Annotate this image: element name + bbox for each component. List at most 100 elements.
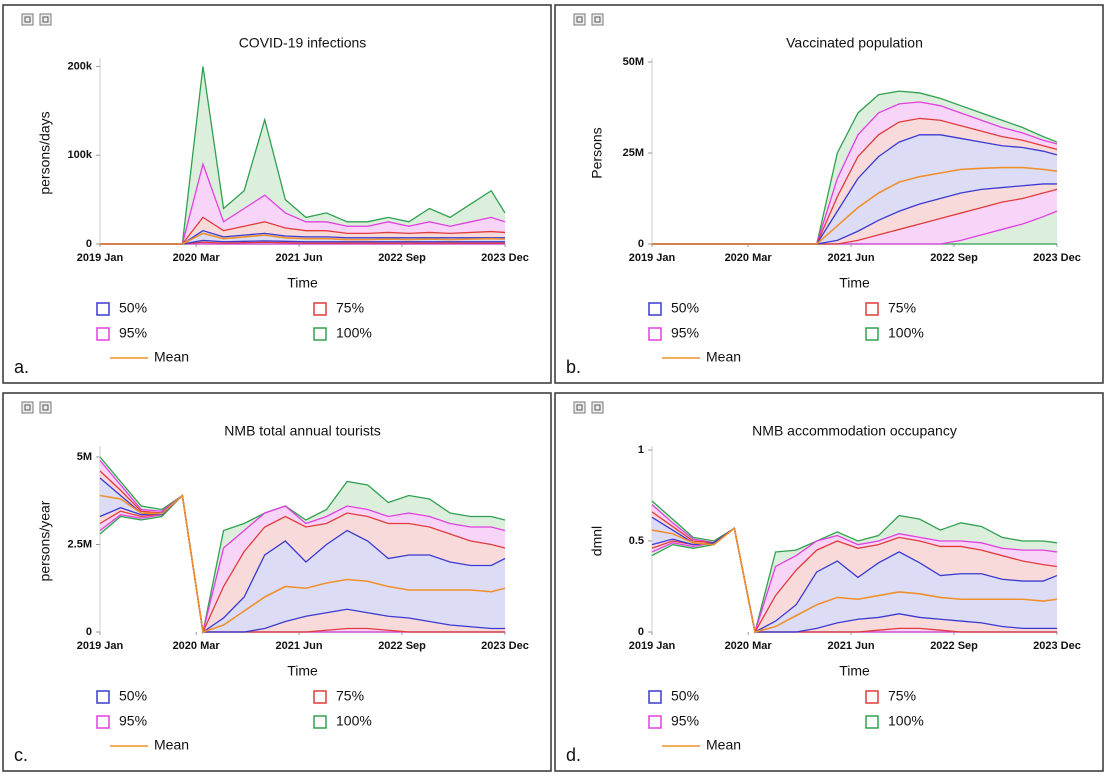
legend-label: 100% — [888, 713, 924, 729]
legend-item: 100% — [313, 325, 372, 341]
legend-label: Mean — [706, 349, 741, 365]
legend-label: Mean — [154, 349, 189, 365]
y-tick-label: 2.5M — [68, 538, 92, 550]
legend-label: 50% — [671, 688, 699, 704]
legend-label: 75% — [336, 688, 364, 704]
x-tick-label: 2020 Mar — [725, 640, 773, 652]
legend-item: Mean — [662, 349, 741, 365]
y-tick-label: 0 — [638, 626, 644, 638]
y-tick-label: 50M — [623, 56, 644, 68]
legend-label: 100% — [336, 713, 372, 729]
legend-item: 50% — [648, 688, 699, 704]
y-tick-label: 25M — [623, 147, 644, 159]
chart-panel: NMB total annual tourists Time persons/yea… — [2, 392, 552, 772]
legend-label: Mean — [154, 737, 189, 753]
band-edge — [99, 460, 506, 633]
mean-line — [652, 166, 1058, 245]
legend-item: 100% — [865, 713, 924, 729]
expand-icon — [21, 13, 34, 26]
band-edge — [651, 500, 1058, 633]
x-axis-title: Time — [287, 275, 318, 291]
x-tick-label: 2023 Dec — [1033, 252, 1081, 264]
y-tick-label: 0 — [638, 238, 644, 250]
panel-label: d. — [566, 745, 581, 765]
y-tick-label: 200k — [68, 60, 93, 72]
legend-label: Mean — [706, 737, 741, 753]
legend-swatch — [96, 302, 110, 316]
legend-item: Mean — [110, 737, 189, 753]
x-tick-label: 2022 Sep — [378, 640, 426, 652]
x-axis-title: Time — [839, 275, 870, 291]
y-tick-label: 0 — [86, 238, 92, 250]
expand-icon — [573, 13, 586, 26]
legend-swatch — [865, 690, 879, 704]
y-tick-label: 100k — [68, 149, 93, 161]
legend-item: 95% — [96, 325, 147, 341]
x-tick-label: 2023 Dec — [481, 252, 529, 264]
chart-title: NMB total annual tourists — [224, 423, 380, 439]
icon-glyph — [42, 404, 49, 411]
band-area — [652, 517, 1057, 632]
x-tick-label: 2023 Dec — [481, 640, 529, 652]
legend-swatch — [648, 302, 662, 316]
legend-item: 75% — [313, 688, 364, 704]
legend-label: 95% — [671, 713, 699, 729]
mean-line — [99, 493, 506, 634]
chart-title: Vaccinated population — [786, 35, 923, 51]
legend-label: 75% — [336, 300, 364, 316]
legend-item: 100% — [865, 325, 924, 341]
chart-panel: Vaccinated population Time Persons 0 25M 50M 2… — [554, 4, 1104, 384]
x-tick-label: 2020 Mar — [173, 252, 221, 264]
chart-panel: NMB accommodation occupancy Time dmnl 0 0.5 1… — [554, 392, 1104, 772]
y-tick-label: 0 — [86, 626, 92, 638]
legend-swatch — [865, 715, 879, 729]
legend-label: 100% — [336, 325, 372, 341]
legend-item: 95% — [648, 713, 699, 729]
legend-label: 50% — [119, 688, 147, 704]
legend-label: 50% — [119, 300, 147, 316]
x-tick-label: 2022 Sep — [378, 252, 426, 264]
chart-title: NMB accommodation occupancy — [752, 423, 957, 439]
x-tick-label: 2021 Jun — [828, 252, 875, 264]
band-edge — [99, 456, 506, 633]
legend-swatch — [313, 327, 327, 341]
x-tick-label: 2019 Jan — [629, 640, 676, 652]
icon-glyph — [42, 16, 49, 23]
icon-glyph — [594, 16, 601, 23]
band-area — [100, 478, 505, 632]
legend-swatch — [96, 715, 110, 729]
legend-item: 95% — [648, 325, 699, 341]
icon-glyph — [24, 16, 31, 23]
legend-swatch — [96, 690, 110, 704]
legend-item: 75% — [865, 300, 916, 316]
legend-item: Mean — [662, 737, 741, 753]
legend-swatch — [96, 327, 110, 341]
x-tick-label: 2020 Mar — [725, 252, 773, 264]
legend-item: 75% — [313, 300, 364, 316]
x-tick-label: 2021 Jun — [828, 640, 875, 652]
legend-swatch — [313, 690, 327, 704]
legend-swatch — [648, 327, 662, 341]
expand-icon — [573, 401, 586, 414]
save-icon — [39, 13, 52, 26]
legend-label: 95% — [119, 325, 147, 341]
x-tick-label: 2023 Dec — [1033, 640, 1081, 652]
save-icon — [39, 401, 52, 414]
y-tick-label: 5M — [77, 451, 92, 463]
icon-glyph — [24, 404, 31, 411]
panel-label: b. — [566, 357, 581, 377]
x-tick-label: 2019 Jan — [629, 252, 676, 264]
band-edge — [651, 527, 1057, 633]
y-axis-title: persons/year — [37, 500, 53, 581]
y-axis-title: dmnl — [589, 526, 605, 556]
legend-label: 95% — [119, 713, 147, 729]
mean-line — [651, 526, 1058, 633]
x-axis-title: Time — [287, 663, 318, 679]
legend-item: 75% — [865, 688, 916, 704]
x-tick-label: 2021 Jun — [276, 640, 323, 652]
legend-item: 50% — [96, 688, 147, 704]
save-icon — [591, 401, 604, 414]
legend-item: 50% — [96, 300, 147, 316]
legend-label: 50% — [671, 300, 699, 316]
